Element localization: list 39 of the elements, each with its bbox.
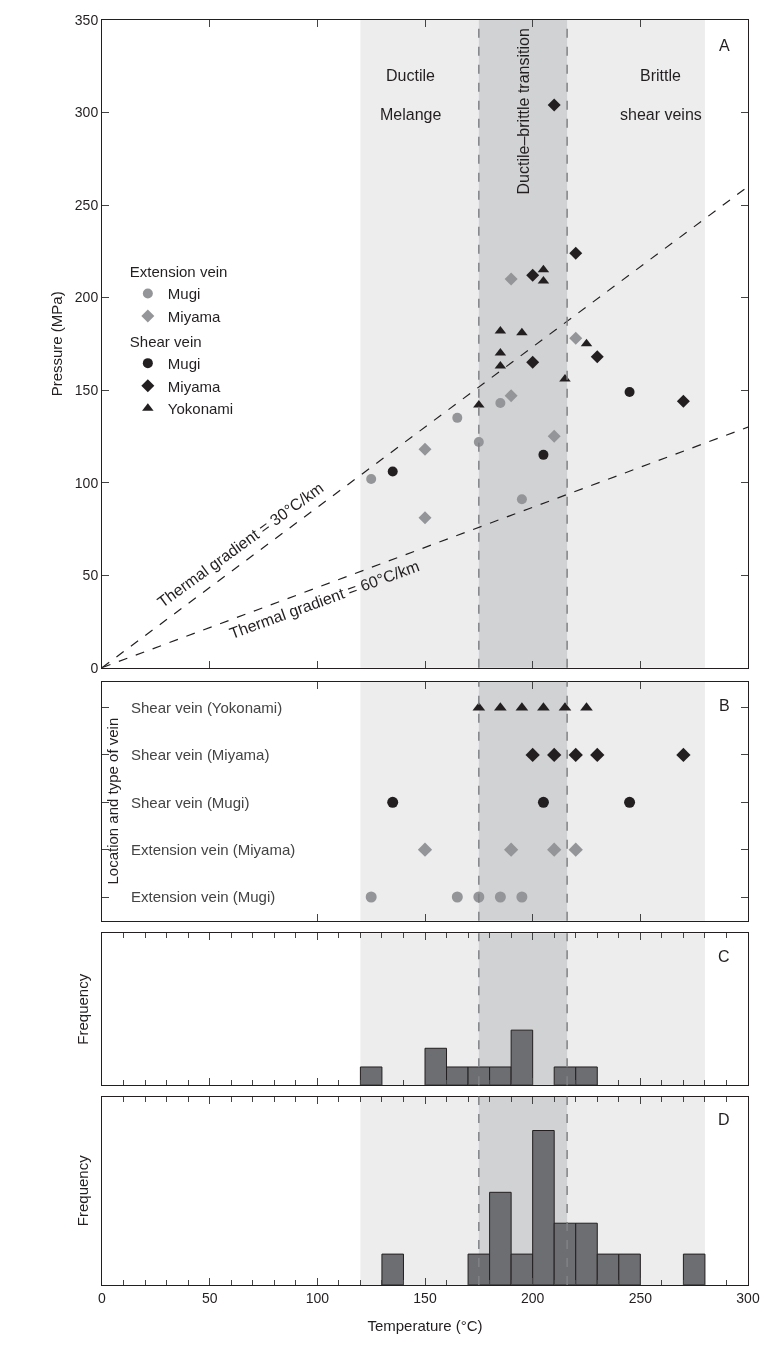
y-tick-label: 0 (90, 659, 99, 676)
legend-label: Miyama (167, 307, 222, 325)
y-axis-title: Location and type of vein (104, 717, 122, 885)
y-tick-label: Shear vein (Yokonami) (131, 698, 283, 716)
annotation: shear veins (620, 106, 702, 123)
x-tick-label: 250 (628, 1289, 653, 1306)
x-tick-label: 200 (520, 1289, 545, 1306)
x-tick-label: 300 (736, 1289, 760, 1306)
y-tick-label: 300 (74, 104, 99, 121)
y-tick-label: 350 (74, 11, 99, 28)
y-tick-label: 250 (74, 196, 99, 213)
y-tick-label: Extension vein (Miyama) (131, 840, 296, 858)
text: D (718, 1111, 730, 1128)
x-tick-label: 100 (305, 1289, 330, 1306)
y-tick-label: 200 (74, 289, 99, 306)
y-axis-title: Frequency (74, 1154, 92, 1227)
legend-label: Yokonami (167, 399, 234, 417)
y-tick-label: 150 (74, 382, 99, 398)
y-tick-label: Shear vein (Miyama) (131, 746, 270, 764)
annotation: Brittle (640, 67, 681, 84)
x-tick-label: 150 (413, 1289, 437, 1306)
band-label: Ductile–brittle transition (514, 28, 532, 195)
y-tick-label: 50 (82, 567, 99, 584)
legend-label: Miyama (167, 377, 222, 395)
annotation: Ductile (386, 67, 436, 84)
legend-label: Mugi (167, 354, 201, 372)
annotation: Melange (380, 106, 442, 123)
y-tick-label: 100 (74, 474, 99, 491)
y-tick-label: Shear vein (Mugi) (131, 793, 250, 811)
text: C (718, 948, 730, 965)
annotation: Extension vein (129, 263, 228, 281)
legend-label: Mugi (167, 285, 201, 303)
y-tick-label: Extension vein (Mugi) (131, 888, 276, 906)
y-axis-title: Pressure (MPa) (48, 291, 66, 397)
annotation: B (719, 697, 730, 714)
annotation: Shear vein (129, 332, 202, 350)
x-axis-title: Temperature (°C) (367, 1316, 483, 1334)
annotation: A (719, 37, 730, 54)
y-axis-title: Frequency (74, 973, 92, 1045)
